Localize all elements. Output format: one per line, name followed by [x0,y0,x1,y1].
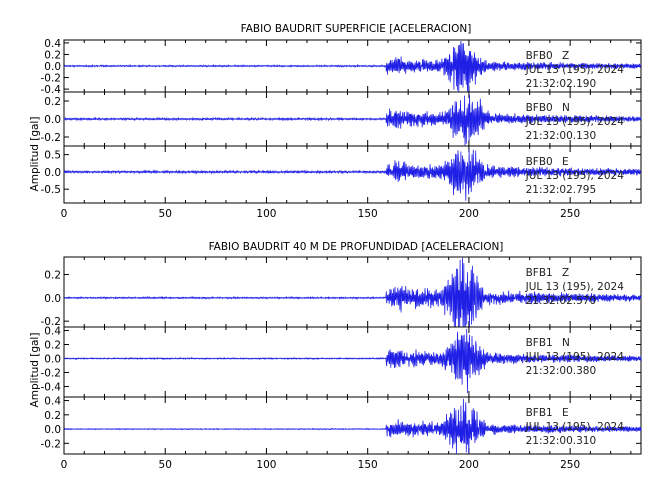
date-label-surface-2: JUL 13 (195), 2024 [525,116,625,128]
station-label-depth-1: BFB1 [526,267,553,279]
x-tick-label-depth-5: 250 [560,459,580,471]
chart-group-depth: FABIO BAUDRIT 40 M DE PROFUNDIDAD [ACELE… [29,241,503,407]
y-tick-label-surface-3-0: 0.5 [44,150,61,162]
station-label-surface-2: BFB0 [526,102,553,114]
x-tick-label-depth-0: 0 [61,459,68,471]
x-tick-label-depth-3: 150 [358,459,378,471]
y-tick-label-surface-3-2: -0.5 [41,184,62,196]
station-label-depth-3: BFB1 [526,407,553,419]
y-tick-label-depth-1-1: 0.0 [44,293,61,305]
x-tick-label-surface-3: 150 [358,208,378,220]
waveform-depth-1 [63,257,642,328]
time-label-depth-2: 21:32:00.380 [526,365,597,377]
y-tick-label-depth-2-1: 0.2 [44,340,61,352]
x-tick-label-surface-5: 250 [560,208,580,220]
time-label-surface-3: 21:32:02.795 [526,184,597,196]
component-label-depth-1: Z [562,267,569,279]
y-tick-label-depth-2-3: -0.2 [41,368,62,380]
x-tick-label-surface-1: 50 [159,208,172,220]
y-tick-label-surface-1-3: -0.2 [41,73,62,85]
date-label-surface-3: JUL 13 (195), 2024 [525,170,625,182]
component-label-surface-2: N [562,102,570,114]
chart-title-depth: FABIO BAUDRIT 40 M DE PROFUNDIDAD [ACELE… [209,241,504,253]
waveform-surface-3 [63,149,641,201]
y-tick-label-surface-1-1: 0.2 [44,49,61,61]
chart-group-surface: FABIO BAUDRIT SUPERFICIE [ACELERACION] A… [29,23,471,191]
y-tick-label-surface-1-0: 0.4 [44,38,61,50]
station-label-depth-2: BFB1 [526,337,553,349]
y-tick-label-surface-2-0: 0.2 [44,96,61,108]
date-label-surface-1: JUL 13 (195), 2024 [525,64,625,76]
y-tick-label-depth-1-2: -0.2 [41,316,62,328]
y-tick-label-surface-2-2: -0.2 [41,132,62,144]
y-tick-label-surface-3-1: 0.0 [44,167,61,179]
waveform-depth-3 [64,398,642,455]
waveform-surface-1 [63,40,642,93]
panel-frame-surface-3 [63,145,642,204]
y-tick-label-depth-3-0: 0.4 [44,396,61,408]
y-tick-label-surface-1-2: 0.0 [44,61,61,73]
y-tick-label-depth-2-4: -0.4 [41,382,62,394]
time-label-surface-1: 21:32:02.190 [526,78,597,90]
component-label-depth-2: N [562,337,570,349]
x-tick-label-surface-4: 200 [459,208,479,220]
y-tick-label-depth-3-2: 0.0 [44,424,61,436]
component-label-surface-1: Z [562,50,569,62]
y-tick-label-surface-2-1: 0.0 [44,114,61,126]
waveform-surface-2 [63,94,642,146]
x-tick-label-surface-2: 100 [256,208,276,220]
y-axis-label-surface: Amplitud [gal] [29,117,41,192]
station-label-surface-1: BFB0 [526,50,553,62]
component-label-surface-3: E [562,156,569,168]
date-label-depth-2: JUL 13 (195), 2024 [525,351,625,363]
panel-frame-depth-3 [63,396,642,455]
station-label-surface-3: BFB0 [526,156,553,168]
x-tick-label-depth-1: 50 [159,459,172,471]
y-tick-label-surface-1-4: -0.4 [41,84,62,96]
y-tick-label-depth-1-0: 0.2 [44,270,61,282]
date-label-depth-1: JUL 13 (195), 2024 [525,281,625,293]
y-tick-label-depth-2-0: 0.4 [44,326,61,338]
y-tick-label-depth-2-2: 0.0 [44,354,61,366]
chart-title-surface: FABIO BAUDRIT SUPERFICIE [ACELERACION] [241,23,472,35]
y-tick-label-depth-3-3: -0.2 [41,438,62,450]
x-tick-label-depth-2: 100 [256,459,276,471]
component-label-depth-3: E [562,407,569,419]
date-label-depth-3: JUL 13 (195), 2024 [525,421,625,433]
waveform-depth-2 [63,328,642,394]
time-label-surface-2: 21:32:00.130 [526,130,597,142]
y-axis-label-depth: Amplitud [gal] [29,333,41,408]
x-tick-label-surface-0: 0 [61,208,68,220]
x-tick-label-depth-4: 200 [459,459,479,471]
time-label-depth-1: 21:32:02.570 [526,295,597,307]
y-tick-label-depth-3-1: 0.2 [44,410,61,422]
time-label-depth-3: 21:32:00.310 [526,435,597,447]
